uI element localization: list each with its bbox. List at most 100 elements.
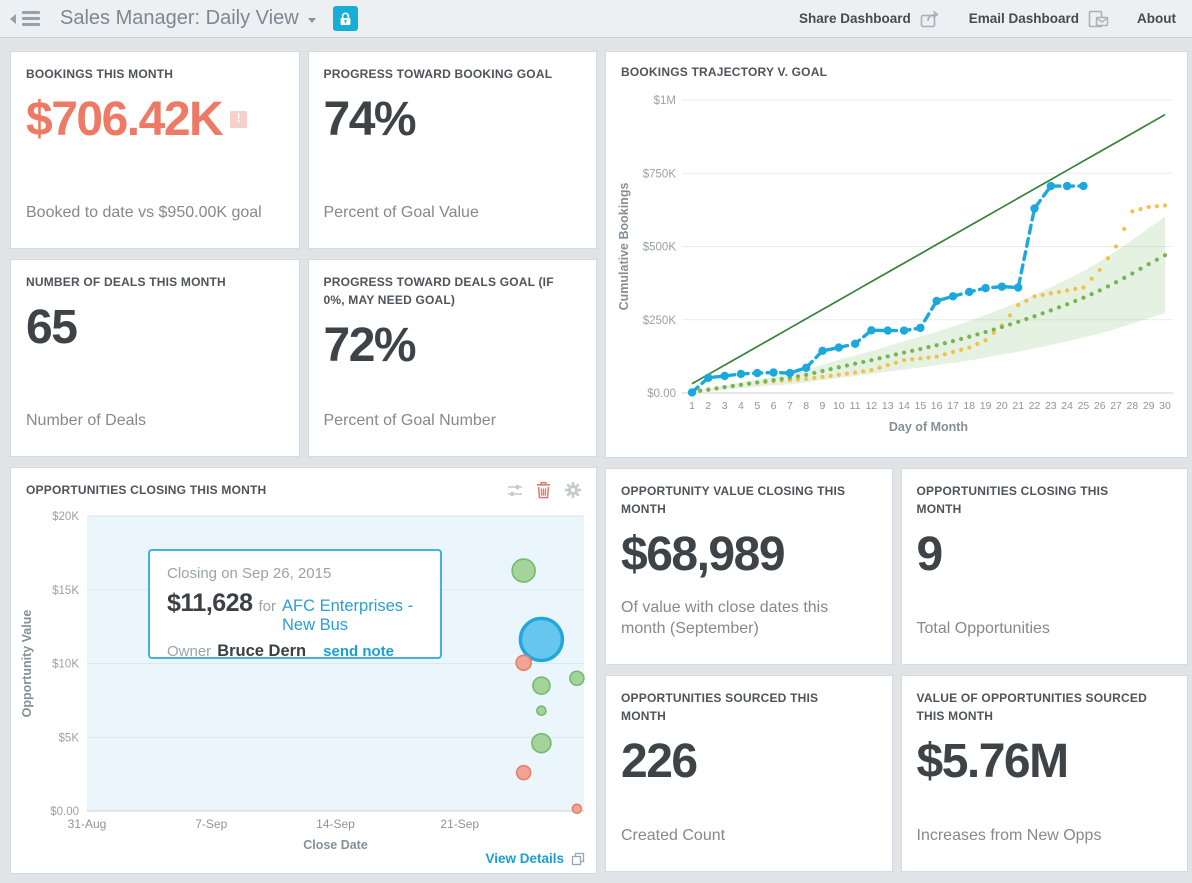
kpi-value: $706.42K !	[26, 96, 284, 144]
svg-text:22: 22	[1029, 400, 1041, 412]
svg-text:$15K: $15K	[52, 585, 79, 597]
svg-text:10: 10	[833, 400, 845, 412]
kpi-caption: Percent of Goal Value	[323, 204, 479, 222]
opportunity-bubble[interactable]	[532, 676, 551, 695]
alert-badge[interactable]: !	[230, 111, 248, 128]
kpi-card-progress-booking-goal[interactable]: PROGRESS TOWARD BOOKING GOAL 74% Percent…	[307, 51, 597, 249]
about-button[interactable]: About	[1137, 11, 1176, 26]
series-actual_bookings	[687, 181, 1088, 397]
svg-text:19: 19	[980, 400, 992, 412]
kpi-card-progress-deals-goal[interactable]: PROGRESS TOWARD DEALS GOAL (IF 0%, MAY N…	[307, 259, 597, 457]
kpi-card-value-opportunities-sourced[interactable]: VALUE OF OPPORTUNITIES SOURCED THIS MONT…	[900, 675, 1188, 872]
svg-text:18: 18	[963, 400, 975, 412]
kpi-title: BOOKINGS THIS MONTH	[26, 67, 174, 81]
kpi-value: 74%	[323, 93, 417, 146]
opportunity-bubble[interactable]	[536, 705, 547, 716]
tooltip-closing-date: Closing on Sep 26, 2015	[167, 565, 332, 582]
svg-text:12: 12	[866, 400, 878, 412]
lock-button[interactable]	[332, 6, 358, 31]
kpi-value: $5.76M	[916, 735, 1070, 788]
trash-icon[interactable]	[536, 481, 551, 499]
opportunities-scatter-card[interactable]: OPPORTUNITIES CLOSING THIS MONTH	[10, 467, 597, 874]
top-bar: Sales Manager: Daily View Share Dashboar…	[0, 0, 1192, 38]
svg-text:$10K: $10K	[52, 659, 79, 671]
opportunity-bubble[interactable]	[511, 558, 536, 583]
opportunity-bubble-selected[interactable]	[518, 616, 565, 663]
kpi-value: $68,989	[621, 528, 786, 581]
kpi-value: 9	[916, 528, 944, 581]
svg-text:28: 28	[1127, 400, 1139, 412]
kpi-caption: Increases from New Opps	[916, 827, 1102, 845]
svg-text:$0.00: $0.00	[647, 388, 676, 400]
trajectory-x-axis: 1 2 3 4 5 6 7 8 9 10 11 12 13 14 15 16 17 18 19 20 21 22 23 24 2…	[689, 400, 1171, 434]
chevron-down-icon	[307, 17, 316, 23]
kpi-title: VALUE OF OPPORTUNITIES SOURCED THIS MONT…	[916, 691, 1147, 723]
kpi-title: PROGRESS TOWARD DEALS GOAL (IF 0%, MAY N…	[323, 275, 554, 307]
kpi-caption: Total Opportunities	[916, 620, 1050, 638]
series-green_dotted_pace	[689, 253, 1168, 394]
kpi-card-opportunities-sourced[interactable]: OPPORTUNITIES SOURCED THIS MONTH 226 Cre…	[605, 675, 893, 872]
kpi-card-opportunity-value-closing[interactable]: OPPORTUNITY VALUE CLOSING THIS MONTH $68…	[605, 468, 893, 665]
svg-text:30: 30	[1159, 400, 1171, 412]
gear-icon[interactable]	[564, 481, 582, 499]
svg-text:$5K: $5K	[59, 732, 80, 744]
svg-text:15: 15	[915, 400, 927, 412]
svg-text:$0.00: $0.00	[50, 806, 79, 818]
svg-text:3: 3	[722, 400, 728, 412]
share-dashboard-label: Share Dashboard	[798, 11, 911, 26]
trajectory-line-chart[interactable]: $0.00 $250K $500K $750K $1M 1 2 3 4 5 6 7 8 9 10 11 12 13…	[606, 82, 1187, 448]
svg-text:14: 14	[898, 400, 910, 412]
chart-title: OPPORTUNITIES CLOSING THIS MONTH	[26, 483, 267, 497]
svg-text:8: 8	[803, 400, 809, 412]
page-title[interactable]: Sales Manager: Daily View	[60, 7, 316, 30]
tooltip-owner-name: Bruce Dern	[217, 642, 307, 660]
svg-text:$250K: $250K	[643, 315, 677, 327]
share-icon	[920, 10, 938, 27]
opportunity-bubble[interactable]	[515, 654, 532, 672]
collapse-arrow-icon[interactable]	[10, 13, 16, 24]
dashboard-grid: BOOKINGS THIS MONTH $706.42K ! Booked to…	[0, 38, 1192, 874]
opportunity-bubbles	[511, 558, 585, 815]
email-dashboard-button[interactable]: Email Dashboard	[969, 10, 1109, 28]
send-note-link[interactable]: send note	[323, 643, 394, 660]
trajectory-chart-svg: $0.00$250K$500K$750K$1M1 2 3 4 5 6 7 8 9 10 11 12 13…	[617, 95, 1173, 434]
svg-text:4: 4	[738, 400, 744, 412]
trajectory-gridlines: $0.00 $250K $500K $750K $1M	[643, 95, 1173, 400]
svg-text:23: 23	[1045, 400, 1057, 412]
opportunity-bubble[interactable]	[531, 732, 552, 754]
kpi-caption: Created Count	[621, 827, 726, 845]
tooltip-company-link[interactable]: AFC Enterprises - New Bus	[282, 597, 414, 634]
kpi-title: PROGRESS TOWARD BOOKING GOAL	[323, 67, 553, 81]
scatter-gridlines: $0.00 $5K $10K $15K $20K	[50, 511, 584, 818]
kpi-card-bookings-this-month[interactable]: BOOKINGS THIS MONTH $706.42K ! Booked to…	[10, 51, 300, 249]
about-label: About	[1137, 11, 1176, 26]
kpi-value: 65	[26, 301, 78, 354]
scatter-x-axis: 31-Aug 7-Sep 14-Sep 21-Sep Close Date	[68, 817, 480, 852]
svg-text:14-Sep: 14-Sep	[316, 817, 355, 831]
opportunity-bubble[interactable]	[515, 764, 532, 781]
view-details-link[interactable]: View Details	[485, 851, 564, 866]
svg-text:$20K: $20K	[52, 511, 79, 523]
svg-text:16: 16	[931, 400, 943, 412]
chart-title: BOOKINGS TRAJECTORY V. GOAL	[621, 65, 828, 79]
svg-text:20: 20	[996, 400, 1008, 412]
kpi-title: NUMBER OF DEALS THIS MONTH	[26, 275, 226, 289]
svg-text:7-Sep: 7-Sep	[195, 817, 227, 831]
kpi-card-opportunities-closing[interactable]: OPPORTUNITIES CLOSING THIS MONTH 9 Total…	[900, 468, 1188, 665]
kpi-title: OPPORTUNITIES CLOSING THIS MONTH	[916, 484, 1109, 516]
tooltip-owner-label: Owner	[167, 643, 212, 660]
bookings-trajectory-card[interactable]: BOOKINGS TRAJECTORY V. GOAL $0.00 $250K $5…	[605, 51, 1188, 458]
page-title-text: Sales Manager: Daily View	[60, 7, 299, 29]
svg-text:31-Aug: 31-Aug	[68, 817, 107, 831]
opportunity-bubble[interactable]	[569, 670, 585, 687]
email-dashboard-label: Email Dashboard	[968, 11, 1080, 26]
external-window-icon[interactable]	[571, 852, 585, 866]
share-dashboard-button[interactable]: Share Dashboard	[799, 10, 941, 28]
tooltip-for-label: for	[258, 598, 277, 615]
opportunity-bubble[interactable]	[571, 803, 583, 815]
kpi-card-number-of-deals[interactable]: NUMBER OF DEALS THIS MONTH 65 Number of …	[10, 259, 300, 457]
kpi-caption: Booked to date vs $950.00K goal	[26, 204, 262, 222]
filter-sliders-icon[interactable]	[507, 483, 523, 498]
menu-icon[interactable]	[22, 11, 40, 26]
svg-text:6: 6	[771, 400, 777, 412]
